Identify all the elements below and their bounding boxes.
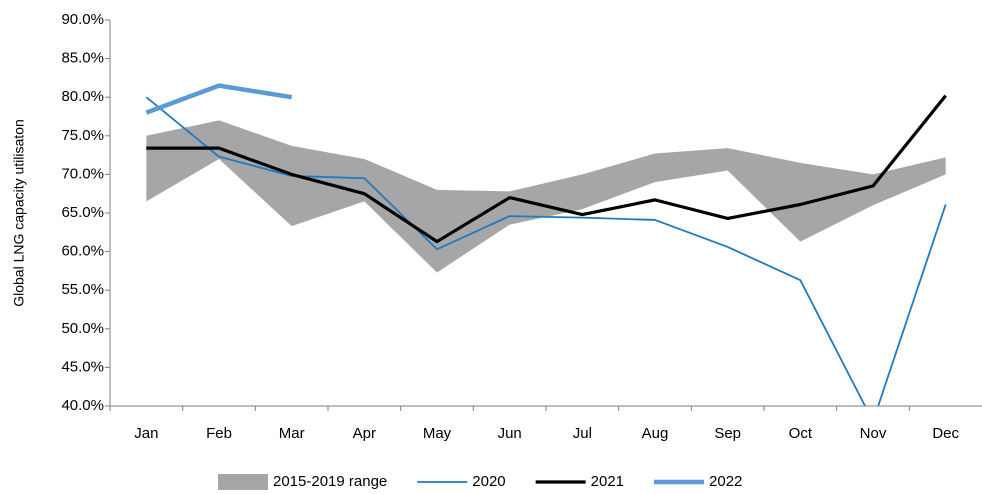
y-tick-label: 60.0% — [61, 243, 104, 260]
legend-label: 2022 — [709, 473, 742, 490]
legend-label: 2015-2019 range — [273, 473, 387, 490]
y-tick-label: 65.0% — [61, 204, 104, 221]
x-tick-label: Oct — [789, 425, 813, 442]
x-tick-label: May — [423, 425, 452, 442]
y-tick-label: 80.0% — [61, 88, 104, 105]
series-line — [145, 83, 293, 115]
legend-label: 2020 — [472, 473, 505, 490]
legend-label: 2021 — [591, 473, 624, 490]
y-tick-label: 75.0% — [61, 127, 104, 144]
x-tick-label: Feb — [206, 425, 232, 442]
x-tick-label: Nov — [860, 425, 887, 442]
range-area — [146, 120, 946, 273]
x-tick-label: Dec — [932, 425, 959, 442]
x-tick-label: Jan — [134, 425, 158, 442]
y-axis-title: Global LNG capacity utilisaton — [11, 119, 27, 307]
y-tick-label: 50.0% — [61, 320, 104, 337]
y-tick-label: 40.0% — [61, 397, 104, 414]
series-line — [146, 94, 947, 244]
x-tick-label: Jul — [573, 425, 592, 442]
x-tick-label: Apr — [353, 425, 376, 442]
plot-area — [145, 83, 947, 406]
x-tick-label: Aug — [642, 425, 669, 442]
y-tick-label: 90.0% — [61, 11, 104, 28]
legend-swatch — [218, 474, 268, 490]
x-tick-label: Jun — [498, 425, 522, 442]
x-tick-label: Mar — [279, 425, 305, 442]
y-tick-label: 45.0% — [61, 358, 104, 375]
series-line — [145, 96, 947, 406]
y-tick-label: 55.0% — [61, 281, 104, 298]
y-tick-label: 70.0% — [61, 165, 104, 182]
y-tick-label: 85.0% — [61, 50, 104, 67]
x-tick-label: Sep — [714, 425, 741, 442]
